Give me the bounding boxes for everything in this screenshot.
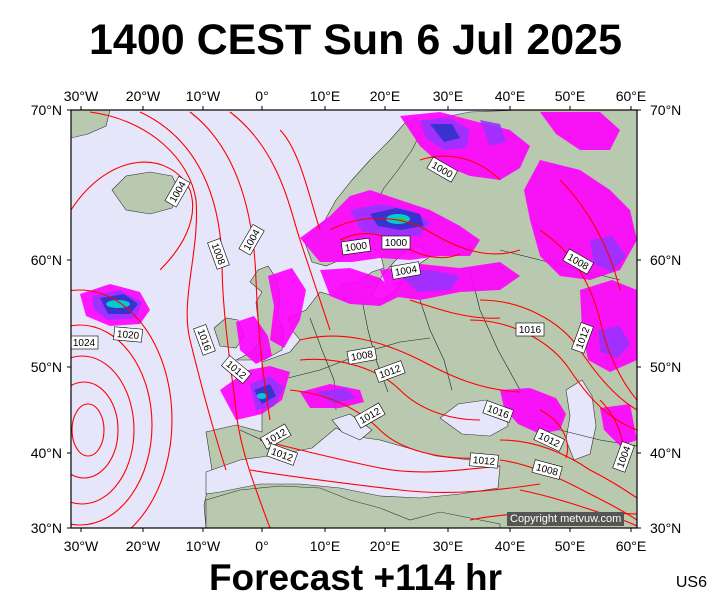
lon-label-bottom: 20°W bbox=[125, 538, 161, 554]
lon-label-top: 0° bbox=[255, 88, 269, 104]
lon-label-top: 10°E bbox=[309, 88, 341, 104]
isobar-label: 1008 bbox=[350, 349, 374, 364]
map-code: US6 bbox=[675, 574, 707, 591]
lat-label-left: 70°N bbox=[30, 102, 62, 118]
isobar-label: 1000 bbox=[385, 238, 408, 249]
lon-label-bottom: 30°E bbox=[432, 538, 464, 554]
lat-label-left: 60°N bbox=[30, 252, 62, 268]
lat-label-right: 30°N bbox=[650, 520, 682, 536]
isobar-label: 1024 bbox=[73, 338, 96, 349]
isobars bbox=[71, 111, 637, 528]
lon-label-top: 30°E bbox=[432, 88, 464, 104]
isobar-labels: 1004 1004 1008 1000 1000 1000 1004 1008 … bbox=[71, 156, 635, 480]
lon-label-bottom: 10°E bbox=[309, 538, 341, 554]
lat-label-right: 40°N bbox=[650, 445, 682, 461]
lon-label-bottom: 10°W bbox=[185, 538, 221, 554]
lon-label-top: 40°E bbox=[494, 88, 526, 104]
forecast-hour: Forecast +114 hr bbox=[208, 557, 503, 598]
lat-label-right: 50°N bbox=[650, 359, 682, 375]
map-title: 1400 CEST Sun 6 Jul 2025 bbox=[89, 16, 622, 64]
lon-label-top: 60°E bbox=[615, 88, 647, 104]
lon-label-top: 30°W bbox=[63, 88, 99, 104]
lon-label-bottom: 20°E bbox=[369, 538, 401, 554]
lat-label-right: 60°N bbox=[650, 252, 682, 268]
map-frame bbox=[70, 109, 638, 529]
axis-ticks bbox=[67, 106, 641, 532]
lat-label-left: 50°N bbox=[30, 359, 62, 375]
lat-label-left: 40°N bbox=[30, 445, 62, 461]
isobar-label: 1000 bbox=[344, 240, 368, 254]
lon-label-bottom: 40°E bbox=[494, 538, 526, 554]
lat-label-right: 70°N bbox=[650, 102, 682, 118]
isobar-label: 1016 bbox=[519, 325, 542, 336]
lon-label-bottom: 50°E bbox=[554, 538, 586, 554]
isobar-label: 1012 bbox=[472, 455, 496, 468]
lon-label-top: 20°E bbox=[369, 88, 401, 104]
lat-label-left: 30°N bbox=[30, 520, 62, 536]
lon-label-bottom: 60°E bbox=[615, 538, 647, 554]
isobar-label: 1004 bbox=[394, 264, 418, 279]
lon-label-top: 10°W bbox=[185, 88, 221, 104]
isobar-label: 1020 bbox=[116, 329, 140, 342]
lon-label-bottom: 0° bbox=[255, 538, 269, 554]
lon-label-top: 20°W bbox=[125, 88, 161, 104]
lon-label-bottom: 30°W bbox=[63, 538, 99, 554]
copyright-notice: Copyright metvuw.com bbox=[507, 512, 625, 526]
lon-label-top: 50°E bbox=[554, 88, 586, 104]
